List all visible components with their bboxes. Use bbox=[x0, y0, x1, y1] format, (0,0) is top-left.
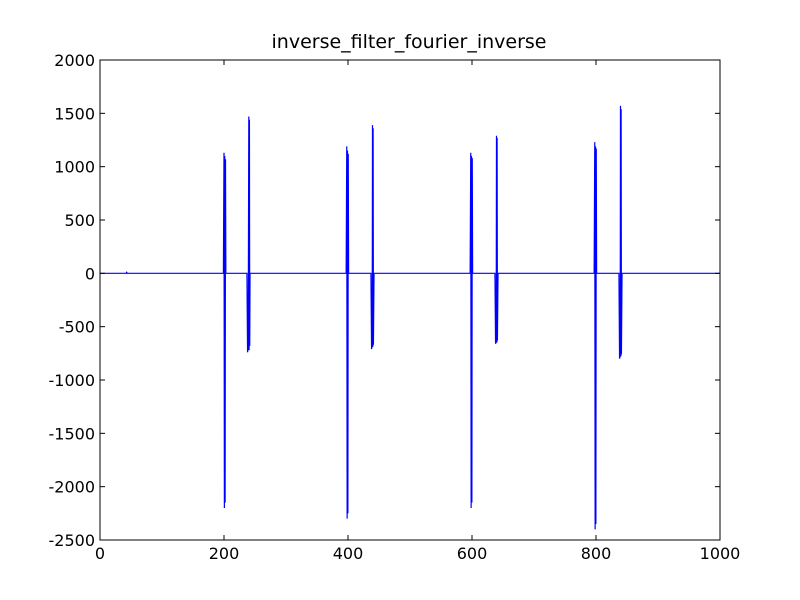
x-tick-label: 1000 bbox=[700, 544, 741, 563]
y-tick-label: -500 bbox=[59, 318, 95, 337]
y-tick-label: -1500 bbox=[49, 424, 96, 443]
plot-frame bbox=[99, 59, 721, 541]
y-tick-label: 0 bbox=[85, 264, 95, 283]
y-tick-label: 500 bbox=[64, 211, 95, 230]
y-tick-label: -1000 bbox=[49, 371, 96, 390]
x-tick-label: 0 bbox=[95, 544, 105, 563]
y-tick-label: 2000 bbox=[54, 51, 95, 70]
y-axis-ticks: 2000 1500 1000 500 0 -500 -1000 -1500 -2000 -2500 bbox=[49, 51, 720, 550]
x-tick-label: 800 bbox=[581, 544, 612, 563]
series-layer bbox=[100, 105, 720, 530]
y-tick-label: 1500 bbox=[54, 104, 95, 123]
y-tick-label: -2500 bbox=[49, 531, 96, 550]
y-tick-label: 1000 bbox=[54, 158, 95, 177]
x-tick-label: 400 bbox=[333, 544, 364, 563]
x-tick-label: 200 bbox=[209, 544, 240, 563]
series-line-1 bbox=[100, 105, 720, 530]
x-axis-ticks: 0 200 400 600 800 1000 bbox=[95, 60, 740, 563]
y-tick-label: -2000 bbox=[49, 478, 96, 497]
plot-area bbox=[100, 60, 720, 540]
chart-title: inverse_filter_fourier_inverse bbox=[272, 31, 547, 53]
x-tick-label: 600 bbox=[457, 544, 488, 563]
